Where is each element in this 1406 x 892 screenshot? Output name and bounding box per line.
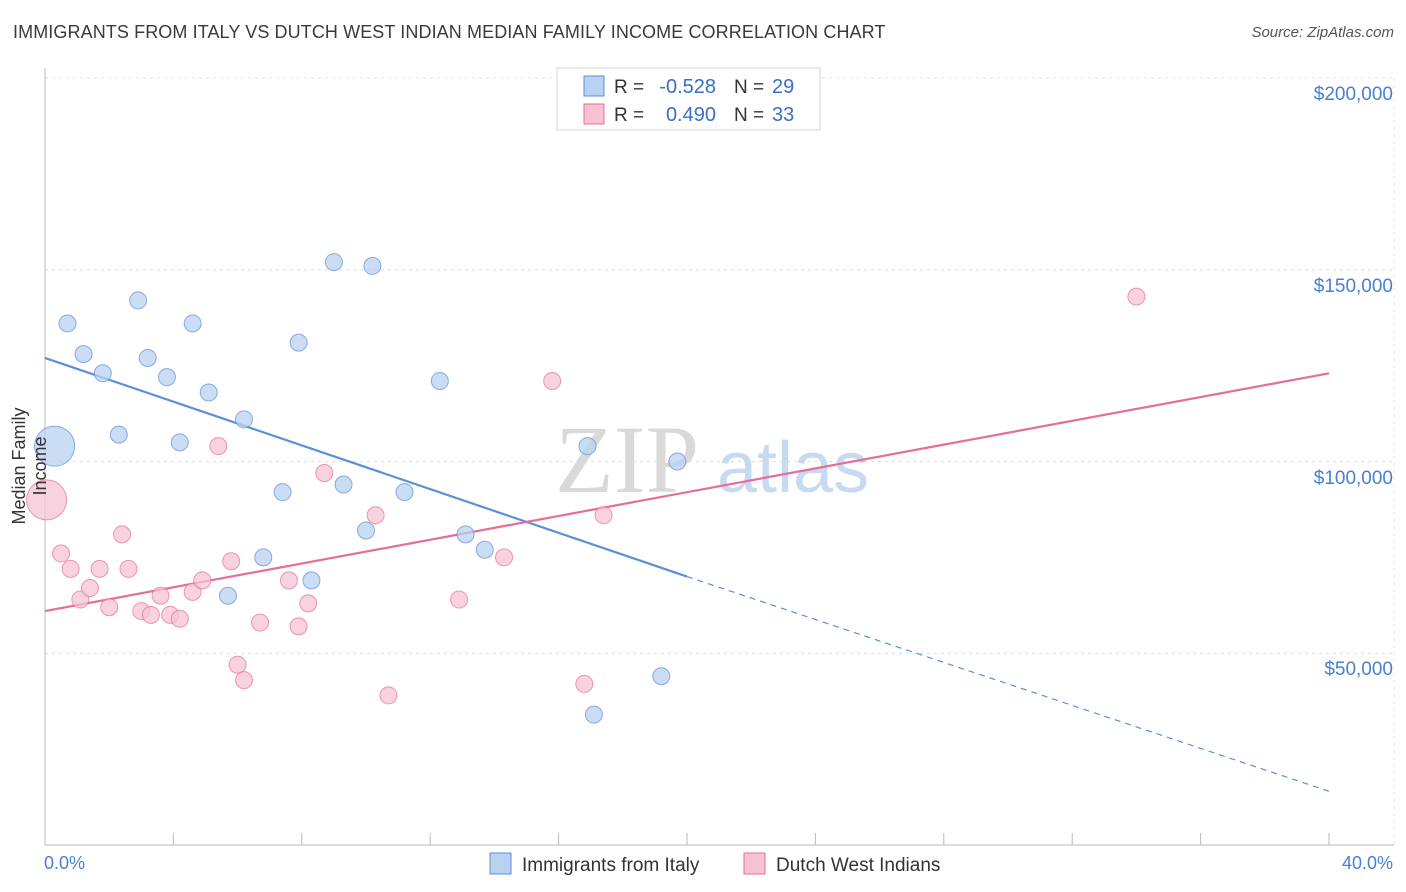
data-points [26,253,1146,724]
y-tick-label-2: $150,000 [1313,275,1393,297]
legend-n-value-1: 33 [772,104,794,126]
point-0-15 [289,333,308,352]
point-1-29 [543,371,562,390]
axes: 0.0% 40.0% [44,68,1394,873]
point-1-13 [170,609,189,628]
watermark-atlas: atlas [717,428,869,508]
bottom-legend-swatch-1 [743,852,766,875]
point-0-20 [363,256,382,275]
x-tick-label-1: 40.0% [1342,853,1393,873]
point-1-24 [315,464,334,483]
point-0-16 [302,571,321,590]
point-0-5 [129,291,148,310]
legend-r-label-1: R = [614,105,644,126]
point-0-25 [578,437,597,456]
point-0-23 [456,525,475,544]
x-tick-label-0: 0.0% [44,853,85,873]
point-0-8 [170,433,189,452]
point-1-18 [228,655,247,674]
point-1-7 [113,525,132,544]
point-1-32 [1127,287,1146,306]
point-1-2 [61,559,80,578]
legend-r-value-1: 0.490 [666,104,716,126]
bottom-legend-swatch-0 [489,852,512,875]
point-1-23 [299,594,318,613]
trend-line-1 [44,372,1330,613]
watermark: ZIP atlas [555,406,869,513]
point-1-17 [222,552,241,571]
point-1-20 [251,613,270,632]
bottom-legend-label-0: Immigrants from Italy [522,855,700,876]
point-0-28 [668,452,687,471]
point-0-18 [334,475,353,494]
point-1-22 [289,617,308,636]
point-1-3 [71,590,90,609]
point-0-4 [109,425,128,444]
point-1-0 [26,479,68,521]
point-0-6 [138,348,157,367]
y-tick-label-0: $50,000 [1324,659,1393,681]
point-0-2 [74,345,93,364]
point-0-26 [584,705,603,724]
point-1-8 [119,559,138,578]
point-1-21 [279,571,298,590]
point-1-26 [379,686,398,705]
y-axis-label: Median Family Income [9,407,50,525]
legend-swatch-0 [583,75,605,97]
point-1-19 [235,671,254,690]
legend-n-label-1: N = [734,105,764,126]
bottom-legend-label-1: Dutch West Indians [776,855,940,876]
point-0-13 [254,548,273,567]
point-0-9 [183,314,202,333]
point-0-14 [273,483,292,502]
legend-r-label-0: R = [614,77,644,98]
legend-swatch-1 [583,103,605,125]
point-0-10 [199,383,218,402]
chart-source: Source: ZipAtlas.com [1251,24,1394,41]
point-0-22 [430,371,449,390]
legend-n-label-0: N = [734,77,764,98]
point-1-1 [52,544,71,563]
legend-n-value-0: 29 [772,76,794,98]
point-0-3 [93,364,112,383]
point-0-19 [357,521,375,540]
point-1-4 [80,579,99,598]
point-1-16 [209,437,228,456]
point-0-17 [324,253,343,272]
chart-title: IMMIGRANTS FROM ITALY VS DUTCH WEST INDI… [13,22,886,42]
point-1-14 [183,582,202,601]
point-1-27 [450,590,469,609]
point-0-7 [157,368,176,387]
point-0-27 [652,667,671,686]
y-tick-label-3: $200,000 [1313,84,1393,105]
point-1-30 [575,674,594,693]
point-1-25 [366,506,385,525]
point-0-12 [235,410,254,429]
trend-line-0 [44,356,688,578]
legend-r-value-0: -0.528 [659,76,716,98]
legend: R = -0.528 N = 29 R = 0.490 N = 33 [556,67,821,131]
point-1-28 [495,548,514,567]
point-1-6 [100,598,119,617]
point-1-10 [141,605,160,624]
trend-line-ext-0 [686,575,1330,792]
point-0-11 [218,586,237,605]
y-tick-label-1: $100,000 [1313,467,1393,489]
point-1-31 [594,506,613,525]
bottom-legend: Immigrants from Italy Dutch West Indians [489,852,940,876]
point-0-24 [475,540,494,559]
point-1-5 [90,559,109,578]
point-0-21 [395,483,414,502]
point-1-15 [193,571,212,590]
trend-lines [44,356,1330,792]
point-0-1 [58,314,77,333]
point-0-0 [34,425,76,467]
point-1-11 [151,586,170,605]
